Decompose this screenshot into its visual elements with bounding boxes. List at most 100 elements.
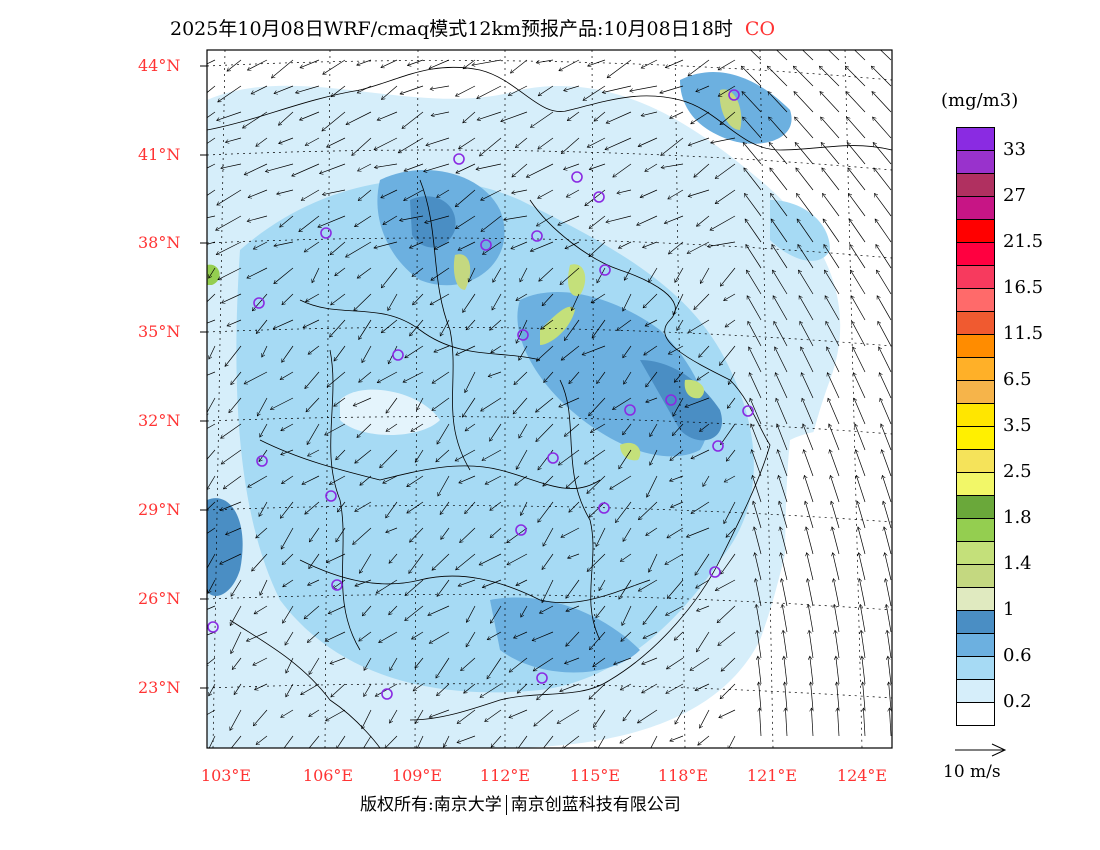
colorbar-swatch — [956, 380, 995, 404]
wind-arrow — [560, 267, 580, 285]
wind-arrow — [281, 449, 294, 455]
wind-arrow — [798, 245, 814, 269]
wind-arrow — [283, 735, 294, 748]
wind-arrow — [857, 501, 866, 529]
wind-arrow — [508, 85, 528, 96]
wind-arrow — [440, 501, 450, 515]
wind-arrow — [354, 293, 372, 311]
colorbar-swatch — [956, 656, 995, 680]
city-marker — [665, 394, 677, 406]
wind-arrow — [777, 424, 788, 451]
city-marker — [536, 672, 548, 684]
wind-arrow — [623, 371, 632, 384]
wind-arrow — [743, 117, 762, 139]
wind-arrow — [257, 397, 268, 416]
wind-arrow — [885, 553, 892, 581]
wind-arrow — [742, 92, 762, 113]
wind-arrow — [532, 631, 554, 641]
wind-arrow — [305, 371, 320, 389]
wind-arrow — [852, 321, 866, 347]
wind-arrow — [752, 475, 762, 503]
wind-arrow — [519, 345, 528, 360]
wind-arrow — [665, 59, 684, 68]
colorbar-unit: (mg/m3) — [941, 90, 1019, 111]
wind-arrow — [358, 163, 372, 171]
colorbar-swatch — [956, 357, 995, 381]
wind-arrow — [335, 267, 346, 276]
wind-arrow — [487, 657, 502, 679]
wind-arrow — [746, 270, 762, 295]
wind-arrow — [536, 345, 554, 361]
wind-arrow — [227, 319, 242, 326]
wind-arrow — [208, 579, 216, 593]
wind-arrow — [429, 59, 450, 69]
wind-arrow — [665, 553, 684, 565]
lon-label: 112°E — [479, 766, 531, 785]
wind-arrow — [607, 59, 632, 78]
wind-arrow — [724, 293, 736, 301]
wind-arrow — [355, 501, 372, 512]
wind-arrow — [386, 397, 398, 413]
wind-arrow — [593, 657, 606, 667]
lat-label: 41°N — [138, 145, 181, 164]
wind-arrow — [832, 527, 840, 555]
wind-arrow — [227, 59, 242, 71]
wind-arrow — [327, 371, 346, 387]
wind-arrow — [569, 501, 580, 512]
wind-arrow — [853, 347, 866, 373]
lat-label: 44°N — [138, 56, 181, 75]
wind-arrow — [724, 475, 736, 482]
wind-arrow — [770, 168, 788, 191]
wind-arrow — [793, 66, 814, 87]
wind-arrow — [377, 111, 398, 120]
wind-arrow — [623, 345, 632, 358]
wind-arrow — [640, 189, 658, 198]
wind-arrow — [642, 683, 658, 693]
colorbar-swatch — [956, 311, 995, 335]
wind-arrow — [728, 371, 736, 385]
wind-arrow — [355, 215, 372, 227]
city-marker — [256, 455, 268, 467]
wind-arrow — [357, 59, 372, 65]
wind-arrow — [209, 345, 216, 359]
wind-arrow — [804, 450, 814, 477]
wind-arrow — [587, 553, 606, 572]
wind-arrow — [256, 735, 268, 745]
wind-arrow — [207, 163, 216, 169]
wind-arrow — [459, 137, 476, 149]
wind-arrow — [584, 449, 606, 464]
wind-arrow — [207, 319, 216, 324]
wind-arrow — [292, 163, 320, 176]
wind-arrow — [431, 267, 450, 280]
wind-arrow — [485, 475, 502, 484]
wind-arrow — [309, 553, 320, 569]
wind-arrow — [253, 241, 268, 249]
wind-arrow — [520, 267, 528, 282]
wind-arrow — [593, 709, 606, 728]
wind-arrow — [591, 293, 606, 304]
wind-arrow — [694, 163, 710, 177]
wind-arrow — [783, 630, 788, 659]
wind-arrow — [220, 501, 242, 510]
species-label: CO — [744, 18, 776, 40]
wind-arrow — [405, 605, 424, 621]
wind-arrow — [557, 709, 580, 724]
wind-arrow — [630, 85, 658, 91]
wind-arrow — [855, 424, 866, 451]
wind-arrow — [589, 683, 606, 699]
wind-arrow — [512, 163, 528, 177]
wind-arrow — [670, 111, 684, 118]
wind-arrow — [207, 241, 216, 245]
wind-arrow — [837, 682, 840, 711]
wind-arrow — [281, 709, 294, 718]
wind-arrow — [743, 142, 762, 165]
wind-arrow — [561, 345, 580, 360]
wind-arrow — [558, 215, 580, 225]
lat-label: 29°N — [138, 500, 181, 519]
wind-arrow — [874, 193, 892, 217]
wind-arrow — [280, 371, 294, 380]
wind-arrow — [846, 92, 866, 113]
wind-arrow — [509, 709, 528, 718]
wind-arrow — [491, 345, 502, 353]
wind-arrow — [390, 657, 398, 671]
